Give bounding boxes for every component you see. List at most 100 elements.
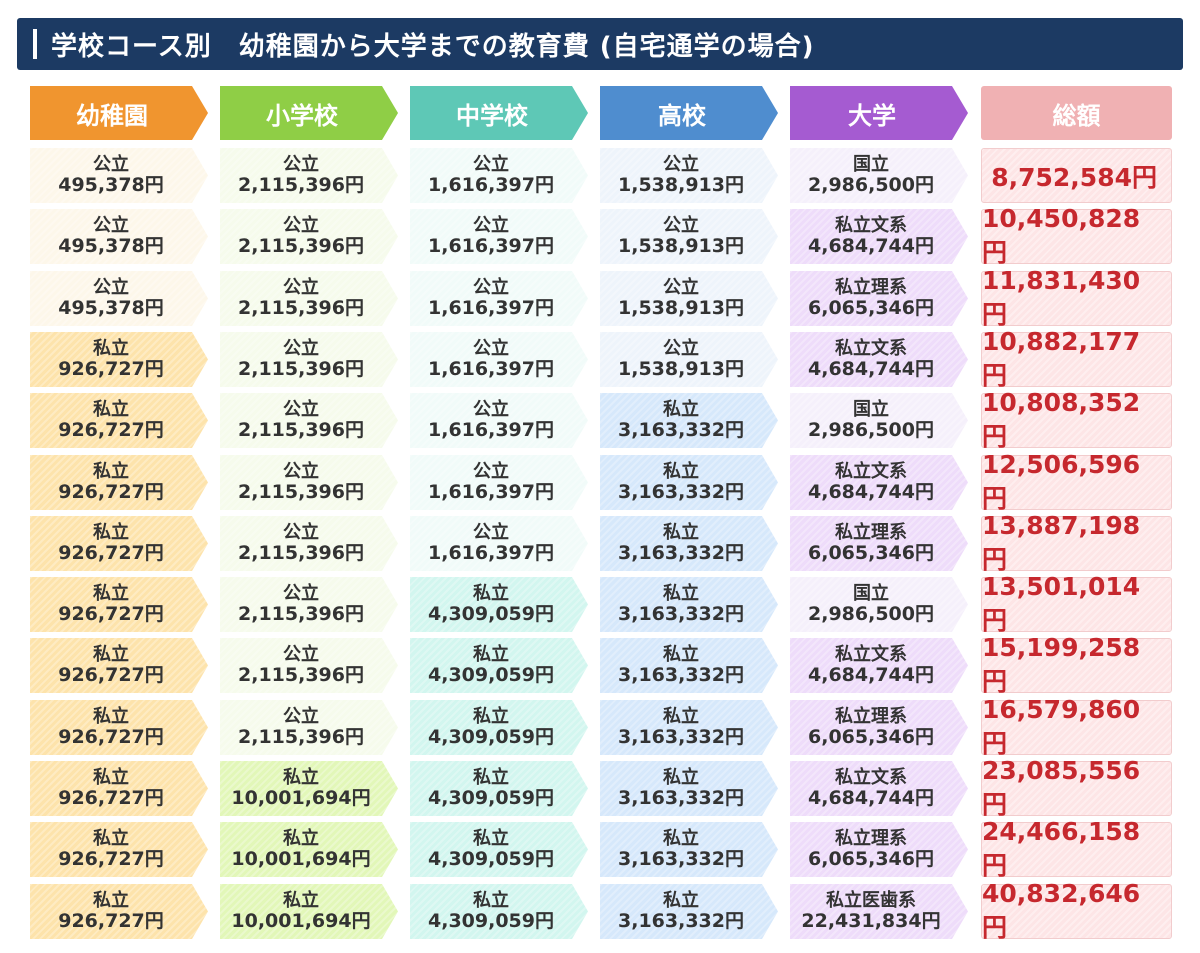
cost-amount: 1,616,397円 xyxy=(428,234,554,257)
cell-high-school: 私立 3,163,332円 xyxy=(600,455,778,510)
cost-amount: 926,727円 xyxy=(58,663,164,686)
cell-university: 私立文系 4,684,744円 xyxy=(790,332,968,387)
header-kindergarten: 幼稚園 xyxy=(30,86,208,140)
cost-amount: 3,163,332円 xyxy=(618,541,744,564)
page-title-bar: 学校コース別 幼稚園から大学までの教育費 (自宅通学の場合) xyxy=(17,18,1183,70)
cell-elementary: 公立 2,115,396円 xyxy=(220,700,398,755)
cost-amount: 3,163,332円 xyxy=(618,663,744,686)
cost-amount: 926,727円 xyxy=(58,541,164,564)
cell-elementary: 公立 2,115,396円 xyxy=(220,393,398,448)
school-type: 私立 xyxy=(473,767,509,789)
total-amount: 13,887,198円 xyxy=(981,511,1172,574)
school-type: 公立 xyxy=(283,399,319,421)
cell-kindergarten: 私立 926,727円 xyxy=(30,700,208,755)
cost-amount: 1,616,397円 xyxy=(428,357,554,380)
cost-amount: 4,684,744円 xyxy=(808,357,934,380)
school-type: 私立 xyxy=(93,583,129,605)
school-type: 公立 xyxy=(473,522,509,544)
cell-junior-high: 私立 4,309,059円 xyxy=(410,761,588,816)
cost-amount: 4,309,059円 xyxy=(428,786,554,809)
cost-amount: 3,163,332円 xyxy=(618,847,744,870)
header-junior-high: 中学校 xyxy=(410,86,588,140)
school-type: 私立 xyxy=(663,583,699,605)
school-type: 私立 xyxy=(93,461,129,483)
school-type: 公立 xyxy=(283,277,319,299)
total-amount: 10,882,177円 xyxy=(981,327,1172,390)
school-type: 私立 xyxy=(93,890,129,912)
school-type: 国立 xyxy=(853,583,889,605)
cost-amount: 2,115,396円 xyxy=(238,663,364,686)
cost-amount: 926,727円 xyxy=(58,725,164,748)
cell-kindergarten: 私立 926,727円 xyxy=(30,577,208,632)
school-type: 私立 xyxy=(663,461,699,483)
cell-university: 私立医歯系 22,431,834円 xyxy=(790,884,968,939)
school-type: 私立 xyxy=(93,828,129,850)
cost-amount: 2,115,396円 xyxy=(238,541,364,564)
school-type: 私立文系 xyxy=(835,767,907,789)
cell-high-school: 公立 1,538,913円 xyxy=(600,148,778,203)
total-amount: 24,466,158円 xyxy=(981,817,1172,880)
school-type: 私立 xyxy=(663,706,699,728)
cost-amount: 1,616,397円 xyxy=(428,480,554,503)
school-type: 公立 xyxy=(283,583,319,605)
cost-amount: 495,378円 xyxy=(58,296,164,319)
cell-university: 私立文系 4,684,744円 xyxy=(790,209,968,264)
total-amount: 10,808,352円 xyxy=(981,388,1172,451)
cost-amount: 4,309,059円 xyxy=(428,725,554,748)
cost-amount: 926,727円 xyxy=(58,480,164,503)
cell-junior-high: 公立 1,616,397円 xyxy=(410,332,588,387)
page-title: 学校コース別 幼稚園から大学までの教育費 (自宅通学の場合) xyxy=(51,31,815,62)
cell-elementary: 公立 2,115,396円 xyxy=(220,209,398,264)
cost-amount: 4,309,059円 xyxy=(428,847,554,870)
cell-kindergarten: 私立 926,727円 xyxy=(30,638,208,693)
cell-high-school: 私立 3,163,332円 xyxy=(600,700,778,755)
cell-elementary: 公立 2,115,396円 xyxy=(220,638,398,693)
cost-amount: 2,986,500円 xyxy=(808,602,934,625)
cell-university: 私立理系 6,065,346円 xyxy=(790,822,968,877)
cost-amount: 4,309,059円 xyxy=(428,663,554,686)
cost-amount: 926,727円 xyxy=(58,602,164,625)
cell-university: 国立 2,986,500円 xyxy=(790,577,968,632)
cell-junior-high: 私立 4,309,059円 xyxy=(410,577,588,632)
cost-amount: 10,001,694円 xyxy=(231,909,371,932)
total-amount: 40,832,646円 xyxy=(981,879,1172,942)
cost-amount: 2,115,396円 xyxy=(238,296,364,319)
header-elementary: 小学校 xyxy=(220,86,398,140)
cell-high-school: 私立 3,163,332円 xyxy=(600,393,778,448)
cost-amount: 10,001,694円 xyxy=(231,847,371,870)
school-type: 公立 xyxy=(283,338,319,360)
cell-high-school: 私立 3,163,332円 xyxy=(600,822,778,877)
school-type: 公立 xyxy=(283,644,319,666)
cost-amount: 926,727円 xyxy=(58,418,164,441)
school-type: 私立理系 xyxy=(835,706,907,728)
cell-junior-high: 私立 4,309,059円 xyxy=(410,700,588,755)
cost-amount: 4,684,744円 xyxy=(808,234,934,257)
cost-amount: 926,727円 xyxy=(58,909,164,932)
cost-amount: 10,001,694円 xyxy=(231,786,371,809)
cell-university: 国立 2,986,500円 xyxy=(790,393,968,448)
total-amount: 8,752,584円 xyxy=(981,148,1172,203)
cost-amount: 3,163,332円 xyxy=(618,480,744,503)
cost-amount: 495,378円 xyxy=(58,173,164,196)
total-amount: 11,831,430円 xyxy=(981,266,1172,329)
school-type: 私立 xyxy=(93,706,129,728)
cost-amount: 1,616,397円 xyxy=(428,418,554,441)
header-total: 総額 xyxy=(981,86,1172,140)
school-type: 私立 xyxy=(283,767,319,789)
cell-junior-high: 公立 1,616,397円 xyxy=(410,148,588,203)
cell-university: 私立理系 6,065,346円 xyxy=(790,516,968,571)
school-type: 私立 xyxy=(663,399,699,421)
cost-amount: 3,163,332円 xyxy=(618,418,744,441)
cell-junior-high: 公立 1,616,397円 xyxy=(410,209,588,264)
cost-amount: 2,115,396円 xyxy=(238,480,364,503)
cell-junior-high: 公立 1,616,397円 xyxy=(410,516,588,571)
cell-kindergarten: 私立 926,727円 xyxy=(30,884,208,939)
header-university: 大学 xyxy=(790,86,968,140)
total-amount: 13,501,014円 xyxy=(981,572,1172,635)
cell-high-school: 私立 3,163,332円 xyxy=(600,577,778,632)
school-type: 私立 xyxy=(283,828,319,850)
cost-amount: 6,065,346円 xyxy=(808,541,934,564)
cell-kindergarten: 私立 926,727円 xyxy=(30,393,208,448)
cost-amount: 2,115,396円 xyxy=(238,418,364,441)
school-type: 私立文系 xyxy=(835,338,907,360)
